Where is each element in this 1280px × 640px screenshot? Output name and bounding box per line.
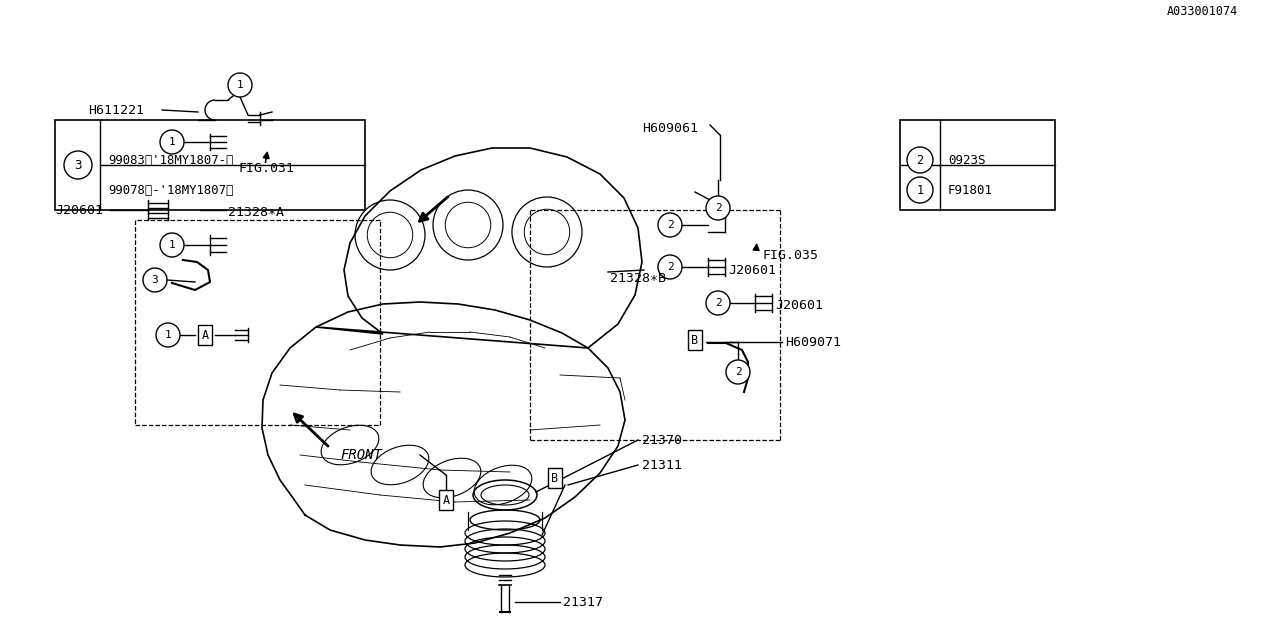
Text: 1: 1 (169, 137, 175, 147)
Text: 21328∗B: 21328∗B (611, 271, 666, 285)
Circle shape (707, 196, 730, 220)
Text: 2: 2 (714, 298, 722, 308)
Circle shape (160, 130, 184, 154)
Text: 2: 2 (916, 154, 924, 166)
Text: 1: 1 (237, 80, 243, 90)
Circle shape (707, 291, 730, 315)
Text: 1: 1 (916, 184, 924, 196)
Text: 3: 3 (151, 275, 159, 285)
Circle shape (658, 255, 682, 279)
Text: J20601: J20601 (774, 298, 823, 312)
Text: F91801: F91801 (948, 184, 993, 196)
Text: A: A (443, 493, 449, 506)
Text: 3: 3 (74, 159, 82, 172)
Text: H609061: H609061 (643, 122, 698, 134)
Text: A: A (201, 328, 209, 342)
Text: 21311: 21311 (643, 458, 682, 472)
Bar (55, 120, 365, 210)
Text: 2: 2 (714, 203, 722, 213)
Text: 2: 2 (667, 220, 673, 230)
Text: H609071: H609071 (785, 335, 841, 349)
Text: B: B (691, 333, 699, 346)
Text: 1: 1 (169, 240, 175, 250)
Text: 0923S: 0923S (948, 154, 986, 166)
Text: J20601: J20601 (55, 204, 102, 216)
Text: H611221: H611221 (88, 104, 143, 116)
Circle shape (908, 177, 933, 203)
Text: A033001074: A033001074 (1167, 5, 1238, 18)
Circle shape (726, 360, 750, 384)
Circle shape (658, 213, 682, 237)
Text: 21328∗A: 21328∗A (228, 205, 284, 218)
Text: 2: 2 (667, 262, 673, 272)
Text: 2: 2 (735, 367, 741, 377)
Text: 1: 1 (165, 330, 172, 340)
Text: J20601: J20601 (728, 264, 776, 276)
Circle shape (908, 147, 933, 173)
Circle shape (64, 151, 92, 179)
Text: 21370: 21370 (643, 433, 682, 447)
Text: 21317: 21317 (563, 595, 603, 609)
Text: 99083（'18MY1807-）: 99083（'18MY1807-） (108, 154, 233, 166)
Circle shape (160, 233, 184, 257)
Text: 99078（-'18MY1807）: 99078（-'18MY1807） (108, 184, 233, 196)
Circle shape (156, 323, 180, 347)
Text: FIG.031: FIG.031 (238, 161, 294, 175)
Circle shape (228, 73, 252, 97)
Circle shape (143, 268, 166, 292)
Text: B: B (552, 472, 558, 484)
Text: FRONT: FRONT (340, 448, 381, 462)
Bar (900, 120, 1055, 210)
Text: FIG.035: FIG.035 (762, 248, 818, 262)
